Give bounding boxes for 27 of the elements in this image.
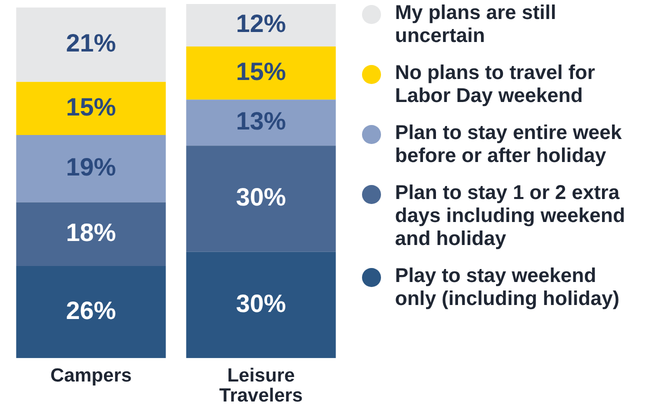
- bar: [16, 82, 166, 136]
- legend-label: Play to stay weekend only (including holiday): [395, 265, 620, 311]
- bar: [16, 8, 166, 82]
- legend-label: Plan to stay 1 or 2 extra days including weekend and holiday: [395, 182, 626, 251]
- data-label: 26%: [66, 296, 116, 325]
- bar: [186, 146, 336, 252]
- data-label: 15%: [66, 93, 116, 122]
- bar: [16, 202, 166, 266]
- data-label: 12%: [236, 10, 286, 38]
- legend-label: My plans are still uncertain: [395, 2, 558, 48]
- legend-label: Plan to stay entire week before or after holiday: [395, 122, 623, 168]
- data-label: 21%: [66, 30, 116, 58]
- data-label: 13%: [236, 108, 286, 136]
- bar: [16, 135, 166, 202]
- bar: [16, 266, 166, 358]
- bar: [186, 252, 336, 358]
- data-label: 30%: [236, 290, 286, 318]
- bar: [186, 4, 336, 46]
- data-label: 15%: [236, 58, 286, 86]
- data-label: 30%: [236, 184, 286, 212]
- data-label: 18%: [66, 219, 116, 248]
- legend-label: No plans to travel for Labor Day weekend: [395, 62, 596, 108]
- x-tick-label: Campers: [50, 365, 132, 386]
- bar: [186, 46, 336, 100]
- x-tick-label: Leisure Travelers: [219, 365, 303, 406]
- bar: [186, 100, 336, 146]
- data-label: 19%: [66, 154, 116, 182]
